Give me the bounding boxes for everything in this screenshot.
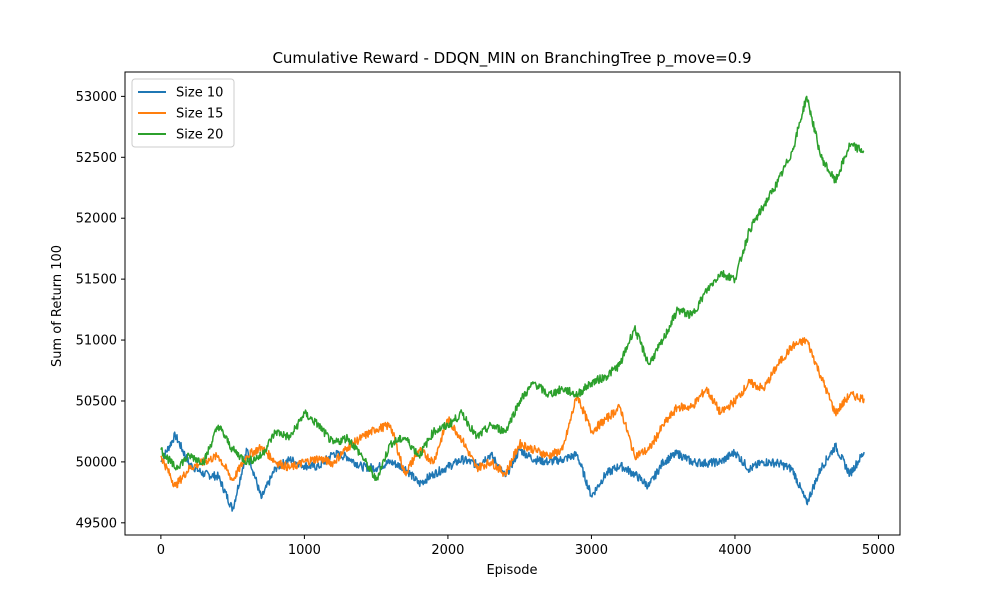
x-tick-label: 2000 bbox=[431, 543, 464, 558]
legend: Size 10 Size 15 Size 20 bbox=[131, 78, 235, 148]
x-tick-label: 4000 bbox=[718, 543, 751, 558]
x-axis: 0 1000 2000 3000 4000 5000 bbox=[157, 535, 895, 558]
x-tick-label: 0 bbox=[157, 543, 165, 558]
y-tick-label: 50000 bbox=[76, 455, 117, 470]
legend-box bbox=[131, 78, 235, 148]
x-axis-label: Episode bbox=[486, 563, 537, 578]
y-tick-label: 52500 bbox=[76, 151, 117, 166]
x-tick-label: 3000 bbox=[575, 543, 608, 558]
legend-label: Size 20 bbox=[176, 128, 223, 143]
y-tick-label: 49500 bbox=[76, 516, 117, 531]
series-line-1 bbox=[160, 431, 865, 512]
plot-area bbox=[124, 71, 901, 536]
x-tick-label: 1000 bbox=[288, 543, 321, 558]
y-axis: 49500 50000 50500 51000 51500 52000 52500 53000 bbox=[76, 90, 125, 531]
y-tick-label: 51000 bbox=[76, 334, 117, 349]
plot-frame bbox=[124, 71, 901, 536]
y-tick-label: 53000 bbox=[76, 90, 117, 105]
y-tick-label: 50500 bbox=[76, 394, 117, 409]
series-line-2 bbox=[160, 337, 865, 489]
y-tick-label: 51500 bbox=[76, 273, 117, 288]
chart-title: Cumulative Reward - DDQN_MIN on Branchin… bbox=[272, 49, 751, 68]
legend-label: Size 10 bbox=[176, 86, 223, 101]
series-line-3 bbox=[160, 95, 865, 482]
y-axis-label: Sum of Return 100 bbox=[50, 245, 65, 367]
x-tick-label: 5000 bbox=[862, 543, 895, 558]
legend-label: Size 15 bbox=[176, 107, 223, 122]
y-tick-label: 52000 bbox=[76, 212, 117, 227]
